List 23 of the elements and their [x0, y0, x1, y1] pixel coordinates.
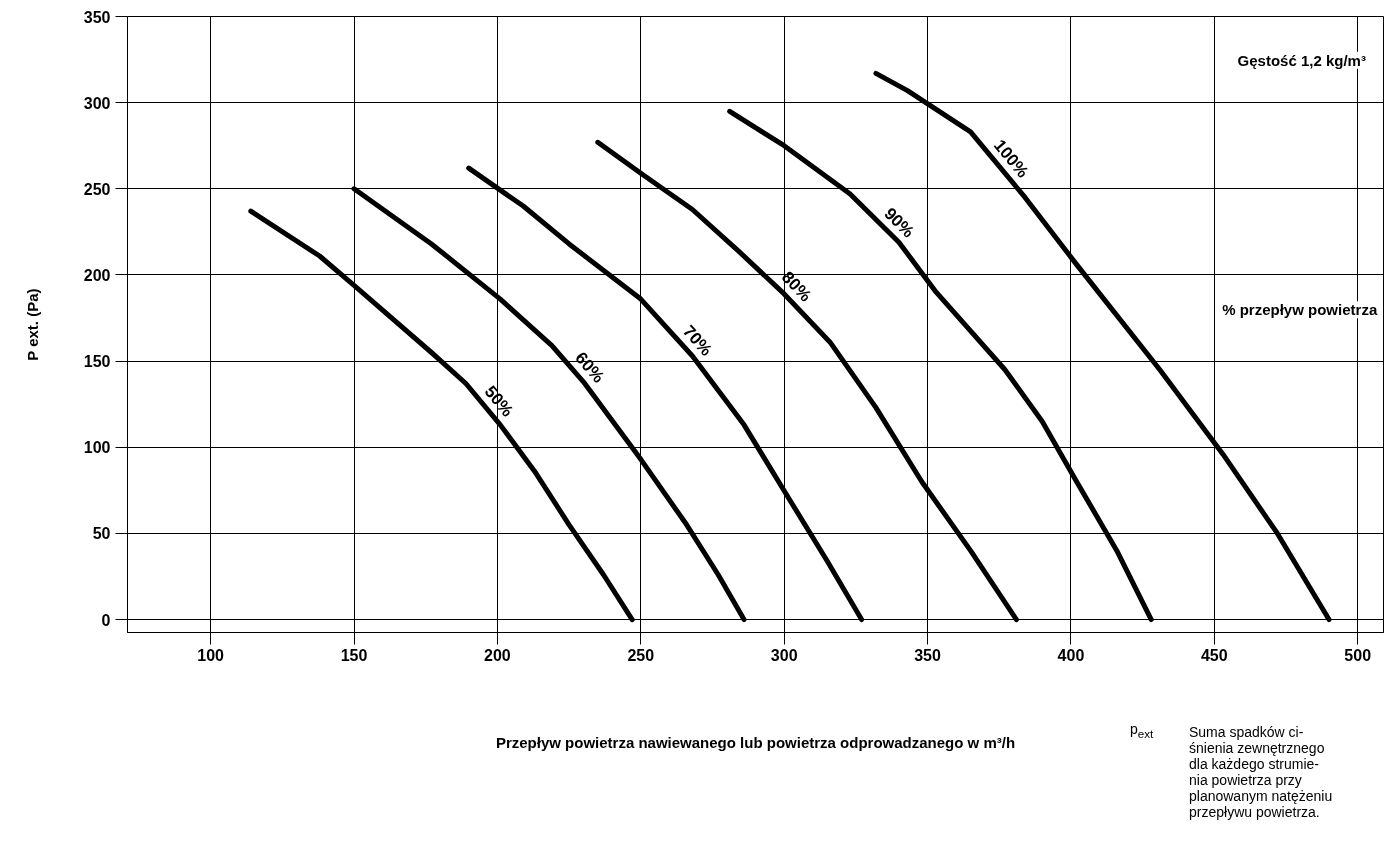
- annotation: Gęstość 1,2 kg/m³: [1237, 51, 1366, 69]
- x-tick-label: 350: [914, 646, 941, 664]
- text: p$_{ext}$: [1130, 721, 1154, 741]
- y-tick-label: 150: [83, 353, 111, 371]
- x-tick-label: 250: [627, 646, 655, 664]
- x-axis-title: Przepływ powietrza nawiewanego lub powietrza odprowadzanego w m³/h: [495, 733, 1016, 751]
- y-axis-title: P ext. (Pa): [23, 288, 41, 361]
- x-tick-label: 150: [340, 646, 368, 664]
- x-tick-label: 500: [1344, 646, 1372, 664]
- x-tick-label: 200: [484, 646, 511, 664]
- y-tick-label: 50: [92, 525, 111, 543]
- y-tick-label: 0: [101, 611, 111, 629]
- x-tick-label: 100: [197, 646, 225, 664]
- y-tick-label: 100: [83, 439, 111, 457]
- y-tick-label: 300: [83, 94, 111, 112]
- x-tick-label: 450: [1200, 646, 1228, 664]
- y-tick-label: 200: [83, 266, 111, 284]
- text: Suma spadków ci- śnienia zewnętrznego dla każdego strumie- nia powietrza przy planowanym natężeniu przepływu powietrza.: [1189, 724, 1333, 821]
- y-tick-label: 250: [83, 180, 111, 198]
- annotation: % przepływ powietrza: [1222, 301, 1378, 319]
- x-tick-label: 300: [770, 646, 798, 664]
- y-tick-label: 350: [83, 8, 111, 26]
- x-tick-label: 400: [1057, 646, 1085, 664]
